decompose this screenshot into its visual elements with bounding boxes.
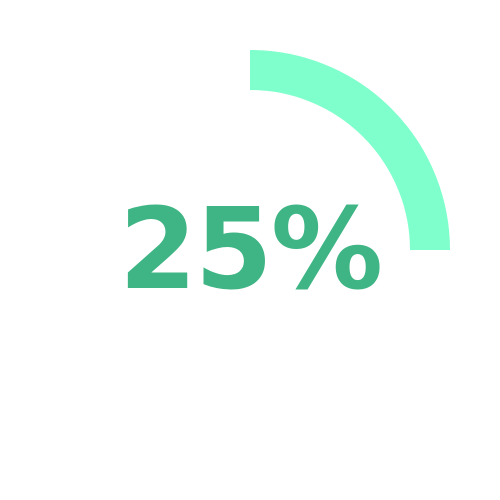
percent-label: 25% — [118, 185, 383, 315]
progress-arc — [249, 50, 450, 251]
